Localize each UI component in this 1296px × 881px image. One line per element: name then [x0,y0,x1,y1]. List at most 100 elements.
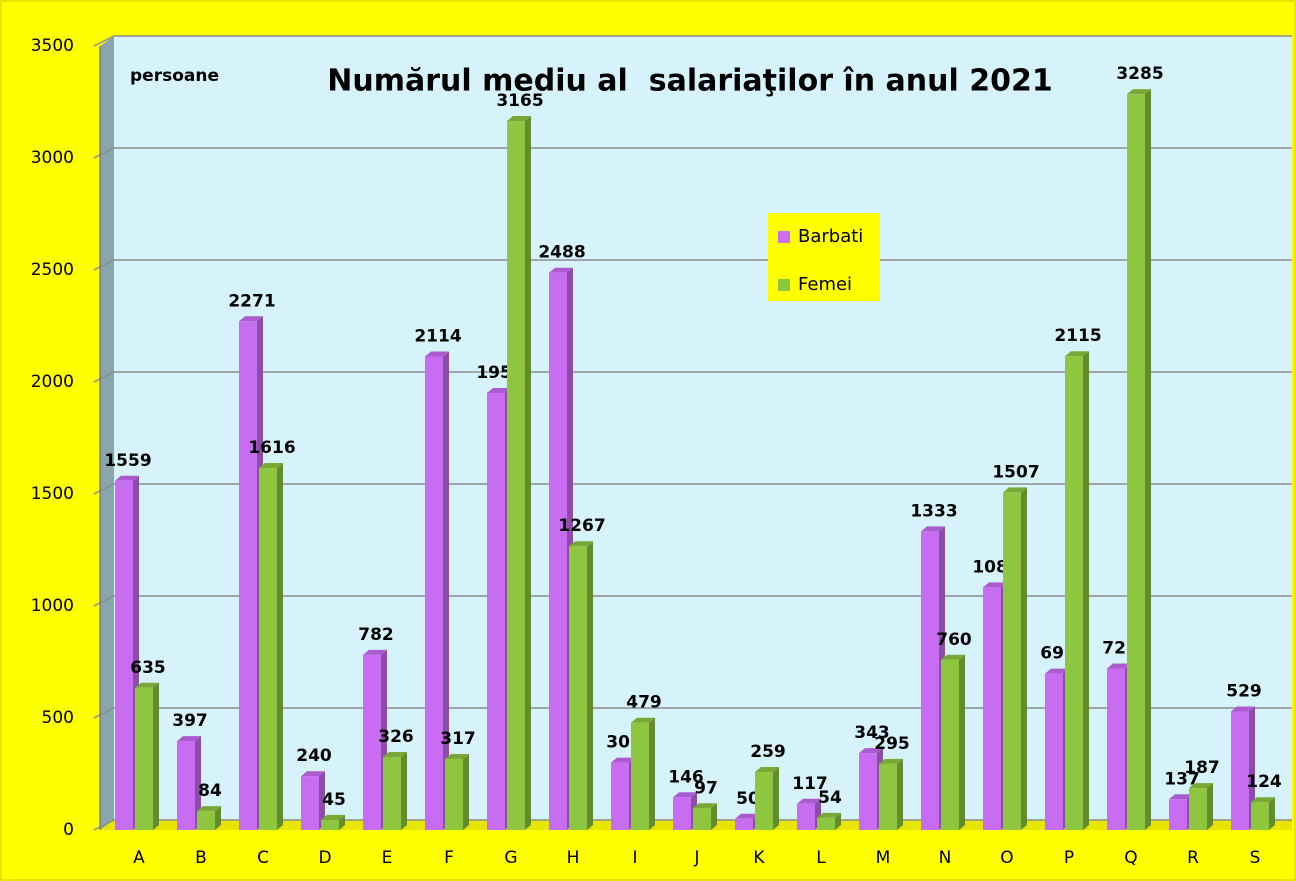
grid-line-depth [93,371,115,383]
bar-side [587,541,593,830]
bar-side [1083,351,1089,830]
value-label: 3165 [496,91,543,111]
bar [921,531,939,830]
value-label: 50 [736,789,760,809]
bar-top [135,682,159,688]
bar-top [693,803,717,809]
bar-side [711,803,717,830]
y-tick-label: 0 [63,820,74,840]
plot-side-wall [100,36,114,830]
bar-top [363,649,387,655]
bar-top [425,351,449,357]
bar [1065,356,1083,830]
bar [363,654,381,830]
value-label: 97 [694,778,718,798]
bar [755,771,773,830]
bar [983,587,1001,830]
x-tick-label: C [257,848,269,868]
bar [383,756,401,830]
value-label: 1616 [248,438,295,458]
bar-side [339,814,345,830]
value-label: 2114 [414,326,461,346]
bar-top [177,736,201,742]
bar-side [1021,487,1027,830]
y-tick-label: 2000 [31,372,74,392]
legend-label: Femei [798,274,852,295]
x-tick-label: F [444,848,454,868]
bar [859,753,877,830]
value-label: 317 [440,729,476,749]
bar-top [1065,351,1089,357]
bar-side [959,654,965,830]
bar-top [735,813,759,819]
value-label: 1507 [992,462,1039,482]
bar [321,819,339,830]
bar [301,776,319,830]
y-tick-label: 1500 [31,484,74,504]
bar-side [1145,89,1151,830]
bar-top [1189,783,1213,789]
legend-label: Barbati [798,226,863,247]
x-tick-label: R [1187,848,1199,868]
x-tick-label: K [753,848,765,868]
bar [487,392,505,830]
legend-swatch [778,279,790,291]
bar-top [507,116,531,122]
bar [611,762,629,830]
bar-top [921,526,945,532]
bar-side [277,463,283,830]
value-label: 1333 [910,501,957,521]
bar-side [215,806,221,830]
bar [549,272,567,830]
value-label: 295 [874,734,910,754]
grid-line-depth [93,707,115,719]
y-tick-label: 2500 [31,260,74,280]
x-tick-label: Q [1124,848,1137,868]
bar-top [1231,706,1255,712]
bar-side [443,351,449,830]
x-tick-label: G [504,848,517,868]
value-label: 137 [1164,769,1200,789]
bar-side [463,753,469,830]
bar [239,321,257,830]
unit-annotation: persoane [130,66,219,86]
bar-top [1045,668,1069,674]
grid-line-depth [93,483,115,495]
bar [1251,802,1269,830]
bar [941,659,959,830]
x-tick-label: E [382,848,393,868]
bar [693,808,711,830]
bar-top [631,717,655,723]
bar-top [1251,797,1275,803]
y-tick-label: 1000 [31,596,74,616]
grid-line-depth [93,35,115,47]
value-label: 2271 [228,291,275,311]
value-label: 1559 [104,451,151,471]
value-label: 84 [198,781,222,801]
bar [735,818,753,830]
plot-back-wall [114,36,1292,820]
grid-line-depth [93,259,115,271]
bar-side [401,751,407,830]
bar-side [319,771,325,830]
value-label: 240 [296,746,332,766]
value-label: 760 [936,630,972,650]
x-tick-label: L [816,848,826,868]
bar-top [611,757,635,763]
legend-swatch [778,231,790,243]
x-tick-label: J [693,848,699,868]
bar-side [1249,706,1255,830]
bar-top [983,582,1007,588]
value-label: 3285 [1116,64,1163,84]
bar [1189,788,1207,830]
bars: A 1559 635 B 397 84 C 2271 1616 D 240 45 E 782 326 F 211… [104,64,1282,868]
bar [1231,711,1249,830]
x-tick-label: B [195,848,207,868]
bar-top [1003,487,1027,493]
bar-side [1269,797,1275,830]
bar-top [569,541,593,547]
grid-line-depth [93,819,115,831]
bar-side [773,766,779,830]
value-label: 1267 [558,516,605,536]
